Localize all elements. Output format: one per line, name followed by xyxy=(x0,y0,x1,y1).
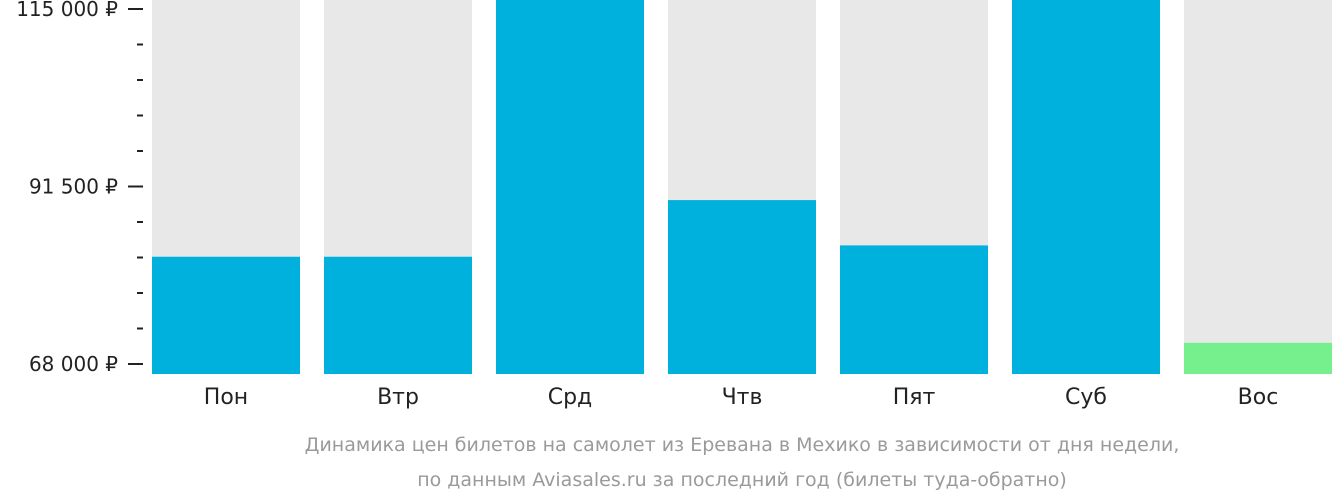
bar-5[interactable] xyxy=(840,245,988,374)
y-tick-label: 68 000 ₽ xyxy=(29,352,118,376)
y-tick-label: 91 500 ₽ xyxy=(29,175,118,199)
x-category-label: Суб xyxy=(1065,385,1107,410)
bar-2[interactable] xyxy=(324,256,472,374)
bar-4[interactable] xyxy=(668,200,816,374)
y-tick-label: 115 000 ₽ xyxy=(16,0,118,21)
caption-line-2: по данным Aviasales.ru за последний год … xyxy=(417,469,1067,491)
x-category-label: Пят xyxy=(893,385,936,410)
chart-caption: Динамика цен билетов на самолет из Ерева… xyxy=(305,434,1180,491)
x-category-label: Вос xyxy=(1238,385,1279,410)
bar-6[interactable] xyxy=(1012,0,1160,374)
x-axis-labels: Пон Втр Срд Чтв Пят Суб Вос xyxy=(204,385,1279,410)
x-category-label: Чтв xyxy=(722,385,763,410)
bar-7[interactable] xyxy=(1184,342,1332,374)
caption-line-1: Динамика цен билетов на самолет из Ерева… xyxy=(305,434,1180,456)
x-category-label: Срд xyxy=(548,385,593,410)
x-category-label: Втр xyxy=(377,385,419,410)
bar-1[interactable] xyxy=(152,256,300,374)
y-axis: 115 000 ₽ 91 500 ₽ 68 000 ₽ xyxy=(16,0,143,376)
bar-3[interactable] xyxy=(496,0,644,374)
x-category-label: Пон xyxy=(204,385,248,410)
bars xyxy=(152,0,1332,374)
bar-track xyxy=(1184,0,1332,374)
